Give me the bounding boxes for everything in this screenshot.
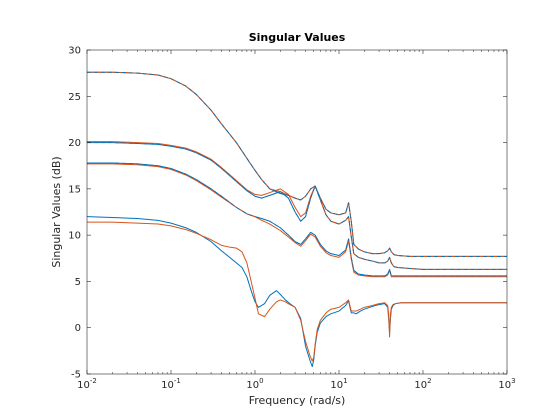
x-axis-label: Frequency (rad/s) [249, 394, 346, 407]
x-tick-label-1: 10-1 [161, 377, 181, 391]
x-tick-label-4: 102 [414, 377, 431, 391]
y-tick-label-3: 10 [68, 231, 81, 242]
y-tick-label-2: 5 [75, 277, 81, 288]
y-tick-label-5: 20 [68, 138, 81, 149]
x-tick-label-2: 100 [246, 377, 263, 391]
series-1-curve-3 [87, 221, 507, 362]
series-2-curve-0 [87, 71, 507, 257]
curves-layer [86, 71, 507, 368]
y-tick-label-1: 0 [75, 323, 81, 334]
x-tick-label-5: 103 [498, 377, 515, 391]
series-2-curve-2 [87, 162, 507, 277]
y-tick-label-7: 30 [68, 46, 81, 57]
x-tick-label-3: 101 [330, 377, 347, 391]
y-axis-label: Singular Values (dB) [50, 156, 63, 267]
y-tick-label-0: -5 [71, 370, 81, 381]
x-tick-label-0: 10-2 [77, 377, 97, 391]
y-tick-label-6: 25 [68, 92, 81, 103]
axes-box [86, 49, 508, 375]
axes-background [87, 50, 507, 374]
y-tick-label-4: 15 [68, 184, 81, 195]
series-2-curve-1 [87, 142, 507, 270]
ticks-layer: 10-2 10-1 100 101 102 103 -5 0 5 10 15 20 25 30 [68, 46, 515, 392]
chart-title: Singular Values [249, 31, 346, 44]
